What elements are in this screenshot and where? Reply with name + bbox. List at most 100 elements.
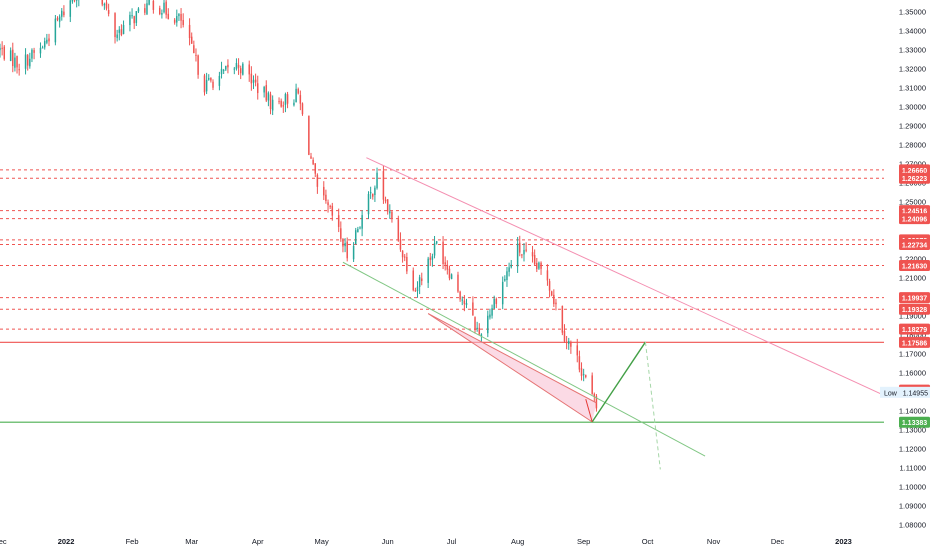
candle-body-92 <box>272 100 274 111</box>
candle-body-45 <box>133 16 135 23</box>
candle-body-57 <box>168 14 170 19</box>
candle-body-19 <box>57 18 59 20</box>
candle-body-112 <box>332 206 334 216</box>
x-tick-label-5: May <box>315 537 329 546</box>
candle-body-157 <box>466 303 468 305</box>
candle-body-181 <box>538 263 540 269</box>
candle-body-138 <box>412 271 414 291</box>
candle-body-126 <box>374 188 376 195</box>
candle-body-2 <box>4 47 5 60</box>
price-badge-label-9: 1.18279 <box>902 327 927 334</box>
candle-body-171 <box>508 267 510 271</box>
candle-body-53 <box>159 8 161 14</box>
candle-body-65 <box>193 45 195 53</box>
candle-body-87 <box>257 83 259 93</box>
x-tick-label-3: Mar <box>185 537 198 546</box>
candle-body-111 <box>329 206 331 207</box>
candle-body-106 <box>315 163 317 173</box>
candle-body-141 <box>419 277 421 287</box>
candle-body-72 <box>212 82 214 88</box>
candle-body-83 <box>248 64 250 74</box>
candle-body-80 <box>238 65 240 68</box>
price-badge-label-12: 1.13383 <box>902 420 927 427</box>
candle-body-134 <box>400 239 402 249</box>
candle-body-39 <box>116 35 118 38</box>
candle-body-97 <box>287 94 289 103</box>
candle-body-21 <box>61 11 63 17</box>
candle-body-99 <box>295 89 297 102</box>
candle-body-42 <box>123 25 125 34</box>
candle-body-93 <box>278 101 280 102</box>
candle-body-96 <box>285 94 287 105</box>
candle-body-167 <box>496 299 498 304</box>
candle-body-18 <box>55 19 57 43</box>
candle-body-44 <box>131 15 133 16</box>
low-badge-value: 1.14955 <box>903 390 928 397</box>
x-tick-label-4: Apr <box>252 537 264 546</box>
y-tick-label-26: 1.09000 <box>899 501 926 510</box>
trendline-channel-upper <box>366 158 884 396</box>
candle-body-5 <box>14 58 16 68</box>
candle-body-64 <box>191 37 193 44</box>
candle-body-61 <box>180 14 182 21</box>
x-tick-label-2: Feb <box>126 537 139 546</box>
candle-body-161 <box>479 328 481 335</box>
price-badge-label-10: 1.17586 <box>902 340 927 347</box>
candle-body-34 <box>101 0 103 4</box>
candle-body-89 <box>266 85 268 100</box>
candle-body-149 <box>444 262 446 264</box>
candle-body-114 <box>340 228 342 238</box>
y-tick-label-1: 1.34000 <box>899 26 926 35</box>
candle-body-59 <box>176 16 178 22</box>
candle-body-50 <box>148 0 150 5</box>
candle-body-152 <box>451 274 453 279</box>
candle-body-119 <box>355 230 357 244</box>
candle-body-178 <box>532 252 534 256</box>
candle-body-194 <box>579 356 581 369</box>
price-badge-label-3: 1.24096 <box>902 217 927 224</box>
candle-body-40 <box>119 30 121 33</box>
candle-body-55 <box>163 3 165 13</box>
y-tick-label-23: 1.12000 <box>899 444 926 453</box>
candle-body-110 <box>327 202 329 205</box>
candle-body-86 <box>255 80 256 83</box>
candle-body-192 <box>570 342 572 347</box>
candle-body-8 <box>25 55 27 69</box>
candle-body-7 <box>18 69 20 70</box>
candle-body-79 <box>236 63 238 69</box>
candle-body-74 <box>221 69 223 74</box>
candle-body-22 <box>63 12 64 16</box>
candle-body-1 <box>1 48 2 49</box>
time-axis[interactable]: Dec2022FebMarAprMayJunJulAugSepOctNovDec… <box>0 537 852 546</box>
candle-body-46 <box>136 11 138 23</box>
candle-body-117 <box>346 242 348 259</box>
candle-body-3 <box>10 50 12 61</box>
low-badge-label: Low <box>884 390 898 397</box>
candle-body-60 <box>178 14 180 16</box>
candle-body-62 <box>182 20 184 25</box>
candle-body-58 <box>174 20 176 23</box>
candle-body-183 <box>547 270 549 280</box>
candle-body-188 <box>562 306 564 333</box>
candle-body-143 <box>427 259 429 283</box>
x-tick-label-9: Sep <box>577 537 590 546</box>
candle-body-164 <box>489 315 491 318</box>
x-tick-label-1: 2022 <box>58 537 75 546</box>
candle-body-52 <box>153 1 155 10</box>
x-tick-label-7: Jul <box>447 537 457 546</box>
x-tick-label-8: Aug <box>511 537 524 546</box>
candle-body-187 <box>555 303 557 305</box>
candle-body-12 <box>33 50 35 53</box>
candle-body-13 <box>40 48 42 54</box>
candle-body-49 <box>146 3 148 14</box>
candle-body-91 <box>270 94 272 109</box>
candle-body-165 <box>491 308 493 315</box>
candle-body-23 <box>70 0 72 17</box>
candle-body-115 <box>342 240 344 246</box>
price-badge-label-7: 1.19937 <box>902 296 927 303</box>
candle-body-4 <box>12 50 14 66</box>
candle-body-68 <box>204 75 206 92</box>
y-tick-label-5: 1.30000 <box>899 102 926 111</box>
